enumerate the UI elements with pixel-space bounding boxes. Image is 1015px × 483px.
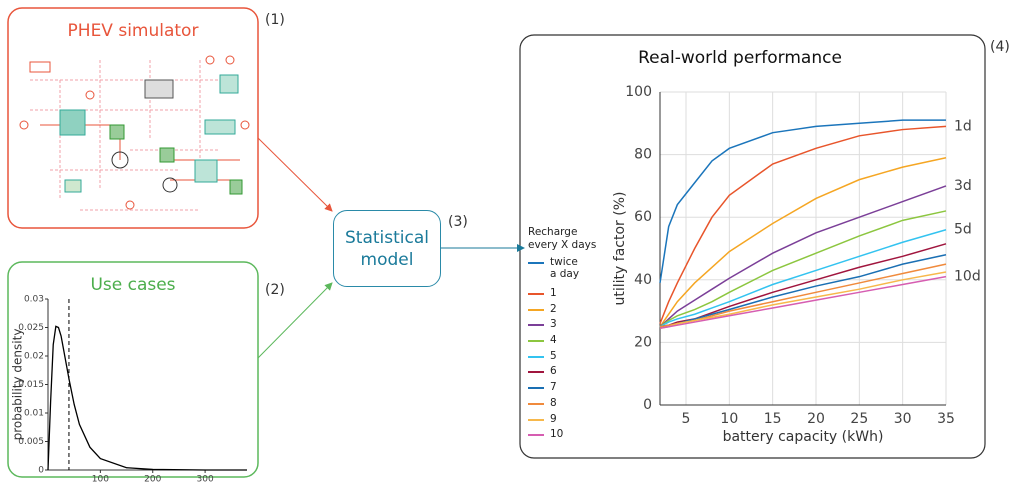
legend: Recharge every X days twice a day 1 2 3 4 5 6 7… — [528, 226, 608, 444]
legend-entry: 2 — [528, 303, 608, 319]
legend-swatch — [528, 402, 544, 405]
x-tick-label: 10 — [720, 411, 738, 427]
data-line — [659, 119, 946, 284]
legend-swatch — [528, 308, 544, 311]
node-label: Statistical model — [345, 227, 429, 270]
data-line — [659, 243, 947, 328]
y-tick-label: 0.025 — [18, 323, 44, 333]
x-tick-label: 25 — [850, 411, 868, 427]
model-box: Statistical model — [333, 210, 441, 287]
y-tick-label: 0.015 — [18, 380, 44, 390]
data-line — [659, 275, 947, 330]
x-tick-label: 35 — [937, 411, 955, 427]
legend-swatch — [528, 355, 544, 358]
legend-entry: 3 — [528, 318, 608, 334]
use-cases-box — [7, 261, 259, 478]
node-number: (2) — [265, 282, 285, 298]
data-line — [659, 156, 947, 328]
legend-entry: 10 — [528, 428, 608, 444]
node-number: (4) — [990, 39, 1010, 55]
data-line — [47, 325, 247, 471]
y-tick-label: 0.03 — [24, 295, 44, 305]
legend-entry: 6 — [528, 365, 608, 381]
legend-label: 3 — [550, 318, 557, 331]
x-tick-label: 20 — [807, 411, 825, 427]
legend-label: 6 — [550, 365, 557, 378]
legend-swatch — [528, 324, 544, 327]
end-label: 10d — [954, 269, 981, 285]
y-tick-label: 0.01 — [24, 409, 44, 419]
legend-label: 8 — [550, 396, 557, 409]
legend-entry: 4 — [528, 334, 608, 350]
node-number: (1) — [265, 12, 285, 28]
legend-swatch — [528, 371, 544, 374]
legend-entry: 8 — [528, 397, 608, 413]
arrow — [257, 282, 333, 359]
y-tick-label: 0.005 — [18, 437, 44, 447]
y-tick-label: 0 — [38, 466, 44, 476]
data-line — [659, 125, 947, 324]
legend-label: 1 — [550, 287, 557, 299]
end-label: 3d — [954, 178, 972, 194]
legend-label: 2 — [550, 302, 557, 315]
legend-entry: twice a day — [528, 256, 608, 287]
legend-entry: 9 — [528, 413, 608, 429]
simulator-box — [7, 7, 259, 229]
arrow — [257, 137, 333, 212]
data-line — [659, 210, 947, 328]
y-axis-label: utility factor (%) — [612, 192, 628, 306]
legend-swatch — [528, 262, 544, 264]
node-label: PHEV simulator — [68, 21, 199, 41]
legend-swatch — [528, 340, 544, 343]
legend-label: twice a day — [550, 256, 580, 280]
x-tick-label: 300 — [197, 475, 214, 483]
y-axis-label: probability density — [11, 329, 25, 441]
node-number: (3) — [448, 214, 468, 230]
data-line — [659, 271, 947, 330]
legend-swatch — [528, 387, 544, 390]
legend-title: Recharge every X days — [528, 226, 597, 251]
legend-entry: 1 — [528, 287, 608, 303]
legend-label: 4 — [550, 334, 557, 347]
legend-label: 5 — [550, 349, 557, 362]
end-label: 1d — [954, 118, 972, 134]
legend-label: 9 — [550, 412, 557, 425]
x-tick-label: 200 — [144, 475, 161, 483]
legend-swatch — [528, 418, 544, 421]
legend-label: 10 — [550, 428, 564, 441]
node-label: Use cases — [90, 275, 175, 295]
y-tick-label: 20 — [634, 334, 652, 350]
legend-swatch — [528, 434, 544, 437]
y-tick-label: 100 — [625, 84, 652, 100]
end-label: 5d — [954, 222, 972, 238]
legend-swatch — [528, 293, 544, 295]
x-tick-label: 15 — [764, 411, 782, 427]
y-tick-label: 40 — [634, 272, 652, 288]
data-line — [659, 228, 947, 328]
legend-label: 7 — [550, 381, 557, 394]
x-axis-label: battery capacity (kWh) — [723, 429, 884, 445]
legend-entry: 7 — [528, 381, 608, 397]
y-tick-label: 80 — [634, 147, 652, 163]
x-tick-label: 5 — [682, 411, 691, 427]
legend-entry: 5 — [528, 350, 608, 366]
simulator-schematic — [19, 55, 250, 211]
x-tick-label: 30 — [894, 411, 912, 427]
y-tick-label: 60 — [634, 209, 652, 225]
x-tick-label: 100 — [92, 475, 109, 483]
node-label: Real-world performance — [638, 48, 842, 68]
data-line — [659, 185, 947, 328]
y-tick-label: 0 — [643, 397, 652, 413]
y-tick-label: 0.02 — [24, 352, 44, 362]
